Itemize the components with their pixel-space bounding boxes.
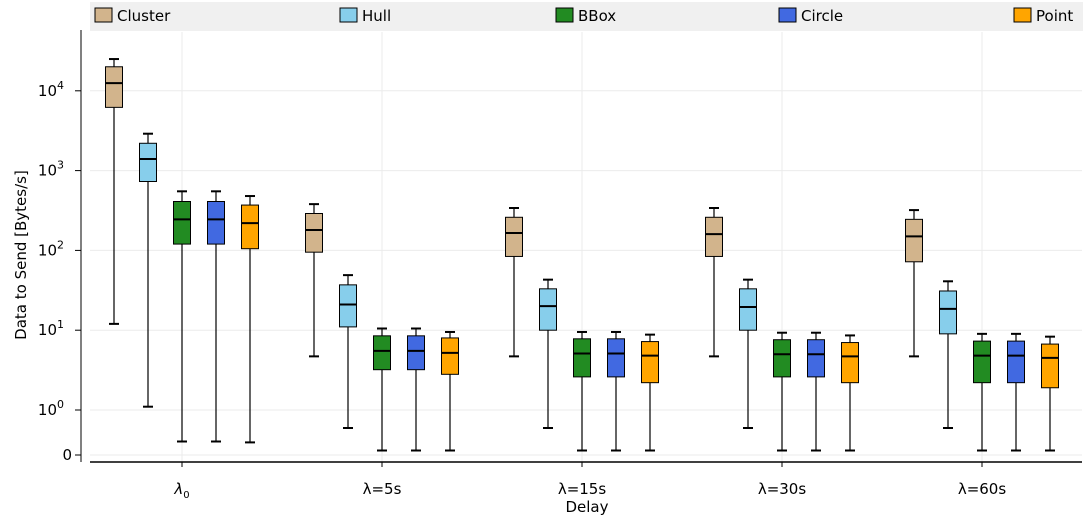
box-body: [773, 339, 791, 378]
box-body: [573, 338, 591, 378]
x-tick-label-main: λ=60s: [958, 480, 1007, 498]
box-body: [241, 204, 259, 250]
y-tick-label: 101: [38, 318, 64, 339]
box-cluster-0: [105, 58, 123, 325]
y-tick-exponent: 4: [57, 79, 64, 92]
box-body: [305, 213, 323, 253]
box-point-4: [1041, 335, 1059, 452]
box-bbox-4: [973, 332, 991, 452]
box-bbox-0: [173, 190, 191, 443]
box-hull-2: [539, 278, 557, 429]
box-body: [641, 341, 659, 384]
box-circle-4: [1007, 332, 1025, 452]
y-axis-title: Data to Send [Bytes/s]: [12, 170, 30, 340]
box-point-3: [841, 334, 859, 452]
box-cluster-3: [705, 206, 723, 358]
box-point-2: [641, 333, 659, 452]
box-circle-3: [807, 331, 825, 452]
legend-label: BBox: [578, 7, 616, 25]
y-tick-label: 104: [38, 79, 64, 100]
box-circle-2: [607, 330, 625, 452]
legend-swatch: [555, 7, 574, 23]
box-body: [105, 66, 123, 108]
box-body: [705, 216, 723, 257]
legend-swatch: [94, 7, 113, 23]
y-tick-exponent: 0: [57, 398, 64, 411]
y-tick-exponent: 3: [57, 159, 64, 172]
box-cluster-4: [905, 209, 923, 358]
box-bbox-3: [773, 331, 791, 452]
box-bbox-2: [573, 330, 591, 452]
x-tick-label: λ0: [173, 480, 189, 501]
legend-swatch: [1013, 7, 1032, 23]
box-body: [207, 200, 225, 245]
x-tick-label-subscript: 0: [183, 490, 189, 501]
box-hull-3: [739, 278, 757, 429]
legend-item-bbox: BBox: [555, 7, 616, 25]
box-body: [339, 284, 357, 328]
legend-item-point: Point: [1013, 7, 1073, 25]
box-bbox-1: [373, 327, 391, 452]
y-tick-label: 103: [38, 159, 64, 180]
legend-item-circle: Circle: [778, 7, 843, 25]
x-tick-label-main: λ=30s: [758, 480, 807, 498]
box-body: [939, 290, 957, 335]
box-hull-0: [139, 132, 157, 408]
legend-label: Hull: [362, 7, 391, 25]
box-circle-1: [407, 327, 425, 452]
legend-label: Cluster: [117, 7, 171, 25]
legend-item-hull: Hull: [339, 7, 391, 25]
x-tick-label-main: λ=5s: [363, 480, 402, 498]
box-cluster-2: [505, 206, 523, 358]
box-body: [973, 340, 991, 384]
box-body: [407, 335, 425, 371]
box-body: [139, 142, 157, 183]
box-body: [173, 200, 191, 245]
y-tick-label: 0: [62, 446, 72, 464]
x-axis-ticks: λ0 λ=5s λ=15s λ=30s λ=60s: [173, 462, 1006, 501]
y-tick-exponent: 1: [57, 318, 64, 331]
box-body: [739, 288, 757, 331]
legend: Cluster Hull BBox Circle Point: [94, 7, 1073, 25]
box-body: [841, 342, 859, 384]
box-hull-1: [339, 274, 357, 429]
box-body: [607, 338, 625, 378]
legend-background: [90, 2, 1083, 31]
box-cluster-1: [305, 203, 323, 358]
box-body: [905, 218, 923, 263]
y-tick-label: 100: [38, 398, 64, 419]
box-circle-0: [207, 190, 225, 443]
box-body: [1007, 340, 1025, 384]
box-point-0: [241, 195, 259, 444]
box-body: [441, 337, 459, 375]
x-tick-label: λ=60s: [958, 480, 1007, 498]
x-tick-label: λ=30s: [758, 480, 807, 498]
box-body: [539, 288, 557, 331]
box-point-1: [441, 330, 459, 452]
box-body: [505, 216, 523, 257]
x-tick-label: λ=5s: [363, 480, 402, 498]
box-body: [1041, 343, 1059, 389]
box-hull-4: [939, 280, 957, 429]
legend-label: Circle: [801, 7, 843, 25]
legend-item-cluster: Cluster: [94, 7, 171, 25]
y-tick-exponent: 2: [57, 238, 64, 251]
legend-label: Point: [1036, 7, 1073, 25]
legend-swatch: [339, 7, 358, 23]
x-tick-label-main: λ: [173, 480, 183, 498]
x-tick-label: λ=15s: [558, 480, 607, 498]
box-series: [105, 58, 1059, 452]
box-body: [373, 335, 391, 371]
x-tick-label-main: λ=15s: [558, 480, 607, 498]
y-tick-label: 102: [38, 238, 64, 259]
x-axis-title: Delay: [565, 498, 608, 516]
legend-swatch: [778, 7, 797, 23]
grid-lines: [90, 32, 1082, 462]
box-body: [807, 339, 825, 378]
